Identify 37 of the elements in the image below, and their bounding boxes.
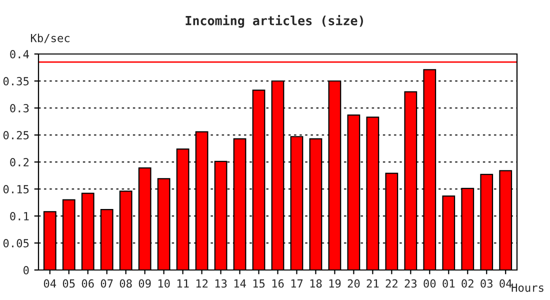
y-axis-title: Kb/sec — [30, 34, 70, 44]
y-tick-label: 0.3 — [10, 104, 29, 112]
x-axis-title: Hours — [512, 284, 544, 292]
x-tick-label: 11 — [177, 279, 189, 288]
x-tick-label: 04 — [500, 279, 512, 288]
y-tick-label: 0.35 — [3, 77, 29, 86]
x-tick-label: 22 — [386, 279, 398, 288]
x-tick-label: 00 — [424, 279, 436, 288]
x-tick-label: 12 — [196, 279, 208, 288]
y-tick-label: 0.1 — [10, 212, 29, 220]
x-tick-label: 13 — [215, 279, 227, 288]
y-tick-label: 0 — [24, 266, 29, 274]
x-tick-label: 01 — [442, 279, 455, 288]
x-tick-label: 02 — [462, 279, 474, 288]
y-tick-label: 0.25 — [3, 131, 29, 140]
x-tick-label: 14 — [234, 279, 246, 288]
x-tick-label: 06 — [82, 279, 94, 288]
y-tick-label: 0.2 — [10, 158, 29, 166]
x-tick-label: 16 — [272, 279, 284, 288]
y-tick-label: 0.4 — [10, 50, 29, 58]
x-tick-label: 21 — [366, 279, 379, 288]
y-tick-label: 0.05 — [3, 239, 29, 248]
x-tick-label: 15 — [253, 279, 265, 288]
chart-title: Incoming articles (size) — [186, 14, 363, 28]
x-tick-label: 08 — [120, 279, 132, 288]
y-tick-label: 0.15 — [3, 185, 29, 194]
x-tick-label: 05 — [62, 279, 75, 288]
x-tick-label: 23 — [404, 279, 417, 288]
x-tick-label: 09 — [138, 279, 151, 288]
x-tick-label: 18 — [310, 279, 322, 288]
x-tick-label: 10 — [158, 279, 170, 288]
x-tick-label: 20 — [348, 279, 360, 288]
x-tick-label: 17 — [291, 279, 303, 288]
x-tick-label: 03 — [480, 279, 492, 288]
x-tick-label: 04 — [44, 279, 56, 288]
x-tick-label: 07 — [100, 279, 113, 288]
x-tick-label: 19 — [329, 279, 341, 288]
